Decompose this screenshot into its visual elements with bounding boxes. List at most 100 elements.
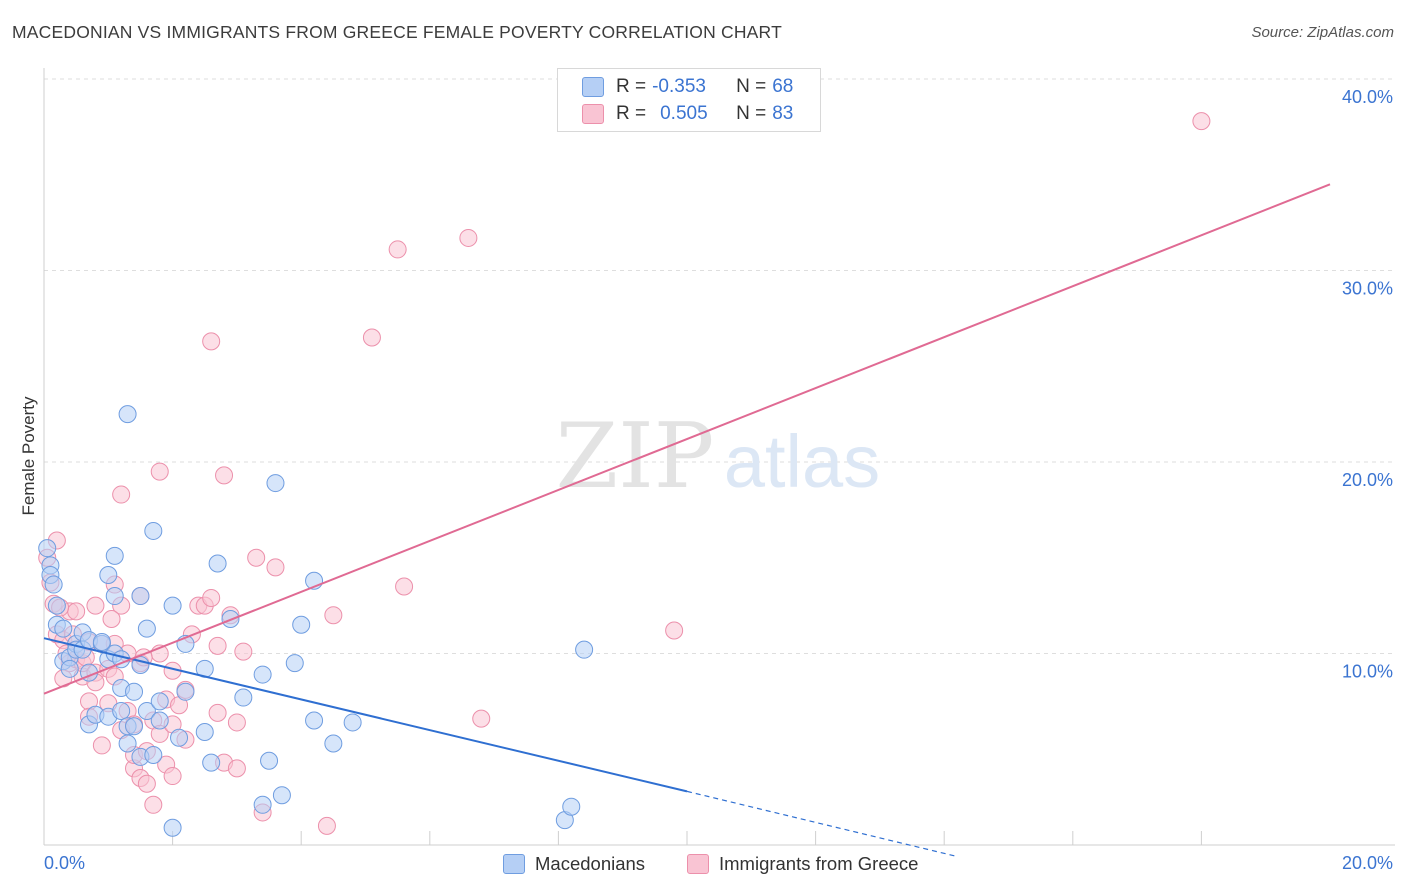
macedonian-point	[125, 717, 144, 736]
axis-labels: 10.0% 20.0% 30.0% 40.0% 0.0% 20.0% Female Pove…	[19, 87, 1393, 873]
macedonian-point	[150, 692, 169, 711]
macedonian-point	[170, 728, 189, 747]
greece-point	[215, 466, 234, 485]
macedonian-point	[163, 596, 182, 615]
macedonian-point	[144, 521, 163, 540]
macedonian-point	[99, 565, 118, 584]
greece-point	[67, 602, 86, 621]
greece-point	[112, 485, 131, 504]
macedonian-point	[118, 734, 137, 753]
greece-point	[202, 588, 221, 607]
greece-point	[150, 462, 169, 481]
legend-n-label: N =	[736, 76, 767, 97]
legend-r-label: R =	[616, 76, 647, 97]
macedonian-point	[208, 554, 227, 573]
trend-lines	[43, 183, 1331, 858]
legend-r-label: R =	[616, 103, 647, 124]
macedonian-point	[253, 795, 272, 814]
y-axis-title: Female Poverty	[19, 396, 38, 516]
chart-title: MACEDONIAN VS IMMIGRANTS FROM GREECE FEM…	[12, 22, 782, 42]
legend-n-label: N =	[736, 103, 767, 124]
gridlines	[44, 78, 1395, 654]
greece-point	[227, 759, 246, 778]
bottom-legend-greece: Immigrants from Greece	[687, 852, 918, 876]
macedonian-point	[195, 723, 214, 742]
macedonian-point	[176, 682, 195, 701]
axes	[43, 68, 1395, 846]
greece-point	[144, 795, 163, 814]
y-tick-label: 30.0%	[1342, 279, 1393, 299]
macedonian-point	[47, 596, 66, 615]
trend-line-greece	[43, 183, 1331, 695]
greece-point	[395, 577, 414, 596]
greece-point	[472, 709, 491, 728]
legend-n-value: 68	[772, 76, 794, 97]
macedonian-point	[253, 665, 272, 684]
macedonian-point	[125, 682, 144, 701]
greece-point	[208, 636, 227, 655]
greece-point	[1192, 112, 1211, 131]
legend-r-value: -0.353	[652, 76, 706, 97]
legend-swatch-blue	[582, 77, 604, 97]
macedonian-point	[266, 474, 285, 493]
bottom-legend-swatch-blue	[503, 854, 525, 874]
legend-row-greece: R = 0.505 N = 83	[582, 101, 793, 127]
watermark: ZIP atlas	[556, 404, 880, 509]
greece-point	[208, 703, 227, 722]
watermark-zip: ZIP	[556, 404, 715, 509]
macedonian-point	[137, 619, 156, 638]
macedonian-point	[54, 619, 73, 638]
macedonian-point	[292, 615, 311, 634]
legend-r-value: 0.505	[660, 103, 708, 124]
macedonian-point	[44, 575, 63, 594]
greece-point	[234, 642, 253, 661]
trend-line-macedonians	[43, 637, 688, 793]
watermark-atlas: atlas	[724, 420, 880, 503]
greece-point	[102, 610, 121, 629]
greece-point	[92, 736, 111, 755]
y-tick-label: 40.0%	[1342, 87, 1393, 107]
greece-point	[665, 621, 684, 640]
macedonian-point	[144, 745, 163, 764]
greece-point	[137, 774, 156, 793]
macedonian-point	[92, 633, 111, 652]
macedonian-point	[202, 753, 221, 772]
legend-n-value: 83	[772, 103, 794, 124]
bottom-legend-label: Immigrants from Greece	[719, 853, 919, 874]
macedonian-point	[305, 711, 324, 730]
bottom-legend-swatch-pink	[687, 854, 709, 874]
x-tick-label: 20.0%	[1342, 853, 1393, 873]
macedonian-point	[163, 818, 182, 837]
macedonian-point	[234, 688, 253, 707]
macedonian-point	[60, 659, 79, 678]
x-tick-label: 0.0%	[44, 853, 85, 873]
series-macedonians-points	[38, 405, 594, 837]
greece-point	[86, 596, 105, 615]
macedonian-point	[343, 713, 362, 732]
trend-line-macedonians-extension	[686, 790, 958, 858]
greece-point	[317, 816, 336, 835]
legend-row-macedonians: R = -0.353 N = 68	[582, 74, 793, 100]
macedonian-point	[112, 701, 131, 720]
y-tick-label: 10.0%	[1342, 662, 1393, 682]
stats-legend: R = -0.353 N = 68 R = 0.505 N = 83	[557, 68, 821, 132]
greece-point	[247, 548, 266, 567]
y-tick-label: 20.0%	[1342, 470, 1393, 490]
bottom-legend-label: Macedonians	[535, 853, 646, 874]
macedonian-point	[562, 797, 581, 816]
greece-point	[388, 240, 407, 259]
greece-point	[163, 767, 182, 786]
macedonian-point	[575, 640, 594, 659]
greece-point	[362, 328, 381, 347]
greece-point	[227, 713, 246, 732]
macedonian-point	[150, 711, 169, 730]
macedonian-point	[131, 587, 150, 606]
source-label: Source: ZipAtlas.com	[1251, 24, 1394, 41]
legend-swatch-pink	[582, 104, 604, 124]
macedonian-point	[118, 405, 137, 424]
macedonian-point	[260, 751, 279, 770]
bottom-legend-macedonians: Macedonians	[503, 852, 645, 876]
greece-point	[459, 228, 478, 247]
macedonian-point	[38, 539, 57, 558]
